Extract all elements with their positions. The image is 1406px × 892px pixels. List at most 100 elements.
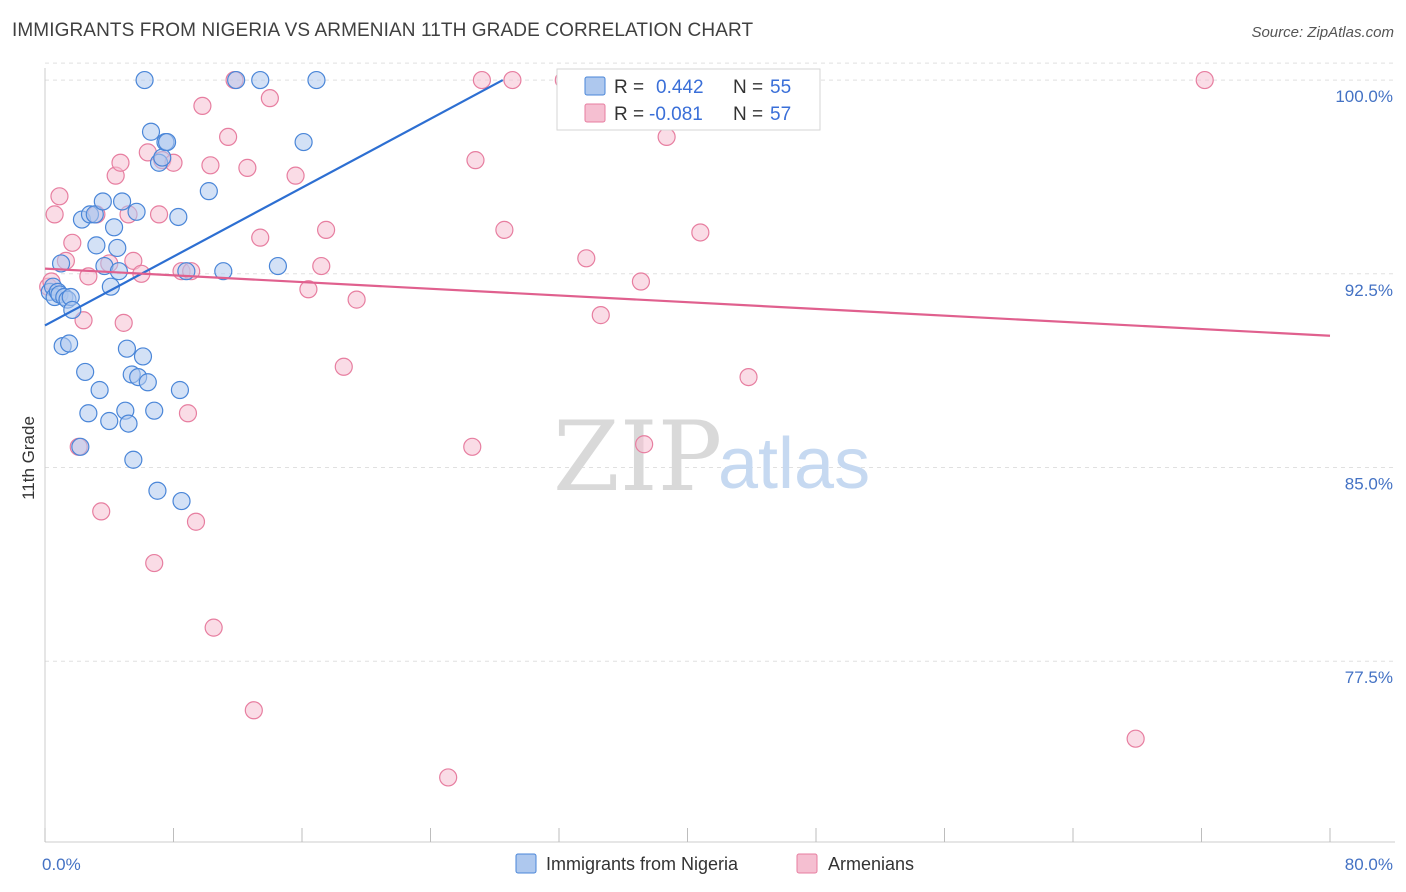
nigeria-point (112, 192, 132, 211)
armenians-point (244, 701, 263, 720)
armenians-point (186, 512, 206, 531)
armenians-point (312, 256, 331, 276)
armenians-point (1195, 70, 1214, 90)
nigeria-point (268, 256, 288, 276)
nigeria-point (104, 218, 124, 237)
nigeria-point (307, 70, 326, 90)
nigeria-point (71, 437, 90, 456)
armenians-point (149, 205, 169, 224)
armenians-point (145, 553, 164, 573)
nigeria-point (148, 481, 167, 500)
nigeria-point (251, 70, 270, 90)
bottom-legend-swatch-pink (796, 853, 818, 874)
nigeria-point (227, 70, 246, 90)
chart-source: Source: ZipAtlas.com (1251, 24, 1394, 41)
chart-title: IMMIGRANTS FROM NIGERIA VS ARMENIAN 11TH… (12, 20, 754, 41)
axes (44, 68, 1395, 843)
armenians-point (347, 290, 366, 309)
watermark-atlas: atlas (718, 424, 870, 504)
armenians-point (286, 166, 305, 185)
legend-r-label: R = (614, 77, 644, 98)
trend-lines (44, 79, 1331, 337)
armenians-point (92, 502, 111, 521)
nigeria-trend-line (44, 79, 504, 327)
armenians-point (657, 127, 676, 147)
nigeria-point (85, 205, 104, 224)
bottom-legend-label-armenians: Armenians (828, 854, 914, 874)
y-tick-label: 77.5% (1345, 668, 1393, 687)
nigeria-point (51, 254, 71, 273)
bottom-legend-label-nigeria: Immigrants from Nigeria (546, 854, 739, 874)
nigeria-point (100, 411, 119, 431)
nigeria-point (157, 132, 177, 152)
nigeria-point (133, 347, 153, 366)
armenians-point (635, 435, 654, 454)
armenians-point (124, 251, 143, 270)
armenians-point (251, 228, 270, 247)
y-tick-labels: 77.5% 85.0% 92.5% 100.0% (1335, 87, 1393, 687)
armenians-point (74, 311, 93, 330)
armenians-point (111, 153, 130, 172)
y-tick-label: 85.0% (1345, 474, 1393, 493)
nigeria-point (87, 236, 106, 255)
data-points (39, 70, 1214, 787)
armenians-point (204, 618, 223, 637)
grid-lines (45, 62, 1395, 662)
armenians-point (238, 158, 257, 177)
armenians-point (316, 220, 336, 239)
nigeria-point (124, 450, 143, 469)
x-tick-label: 0.0% (42, 855, 81, 874)
legend-n-value-blue: 55 (770, 77, 791, 98)
armenians-point (503, 70, 522, 90)
armenians-point (577, 249, 596, 268)
armenians-point (299, 280, 318, 299)
armenians-point (260, 89, 279, 108)
legend-n-value-pink: 57 (770, 104, 791, 125)
nigeria-point (141, 122, 161, 141)
armenians-point (219, 127, 238, 147)
legend-n-label: N = (733, 77, 763, 98)
armenians-point (439, 768, 458, 787)
legend-n-label: N = (733, 104, 763, 125)
legend-r-value-blue: 0.442 (656, 77, 704, 98)
nigeria-point (145, 401, 164, 420)
armenians-point (495, 220, 514, 239)
nigeria-point (117, 339, 137, 358)
x-tick-label: 80.0% (1345, 855, 1393, 874)
armenians-point (463, 437, 482, 456)
legend-box: R = 0.442 N = 55 R = -0.081 N = 57 (556, 68, 821, 131)
watermark-zip: ZIP (553, 401, 722, 513)
legend-r-value-pink: -0.081 (649, 104, 703, 125)
y-tick-label: 100.0% (1335, 87, 1393, 106)
armenians-point (691, 223, 710, 242)
nigeria-point (172, 491, 191, 511)
nigeria-point (170, 380, 190, 400)
armenians-point (591, 306, 610, 325)
armenians-point (50, 187, 69, 206)
nigeria-point (119, 414, 138, 433)
nigeria-point (76, 362, 95, 382)
bottom-legend-swatch-blue (515, 853, 537, 874)
armenians-point (114, 313, 133, 332)
armenians-trend-line (44, 267, 1331, 337)
armenians-point (178, 404, 198, 423)
armenians-point (193, 96, 212, 116)
nigeria-point (90, 380, 109, 400)
armenians-point (63, 233, 82, 252)
nigeria-point (138, 373, 157, 392)
armenians-point (201, 156, 220, 175)
nigeria-point (294, 132, 313, 152)
legend-swatch-pink (584, 103, 606, 123)
legend-r-label: R = (614, 104, 644, 125)
x-tick-labels: 0.0% 80.0% (42, 855, 1393, 874)
nigeria-point (169, 207, 188, 227)
nigeria-point (135, 70, 154, 90)
nigeria-point (93, 192, 112, 211)
nigeria-point (108, 238, 127, 258)
bottom-legend: Immigrants from Nigeria Armenians (515, 853, 914, 874)
armenians-point (631, 272, 651, 291)
nigeria-point (127, 202, 146, 221)
armenians-point (1126, 729, 1145, 748)
armenians-point (334, 357, 353, 376)
